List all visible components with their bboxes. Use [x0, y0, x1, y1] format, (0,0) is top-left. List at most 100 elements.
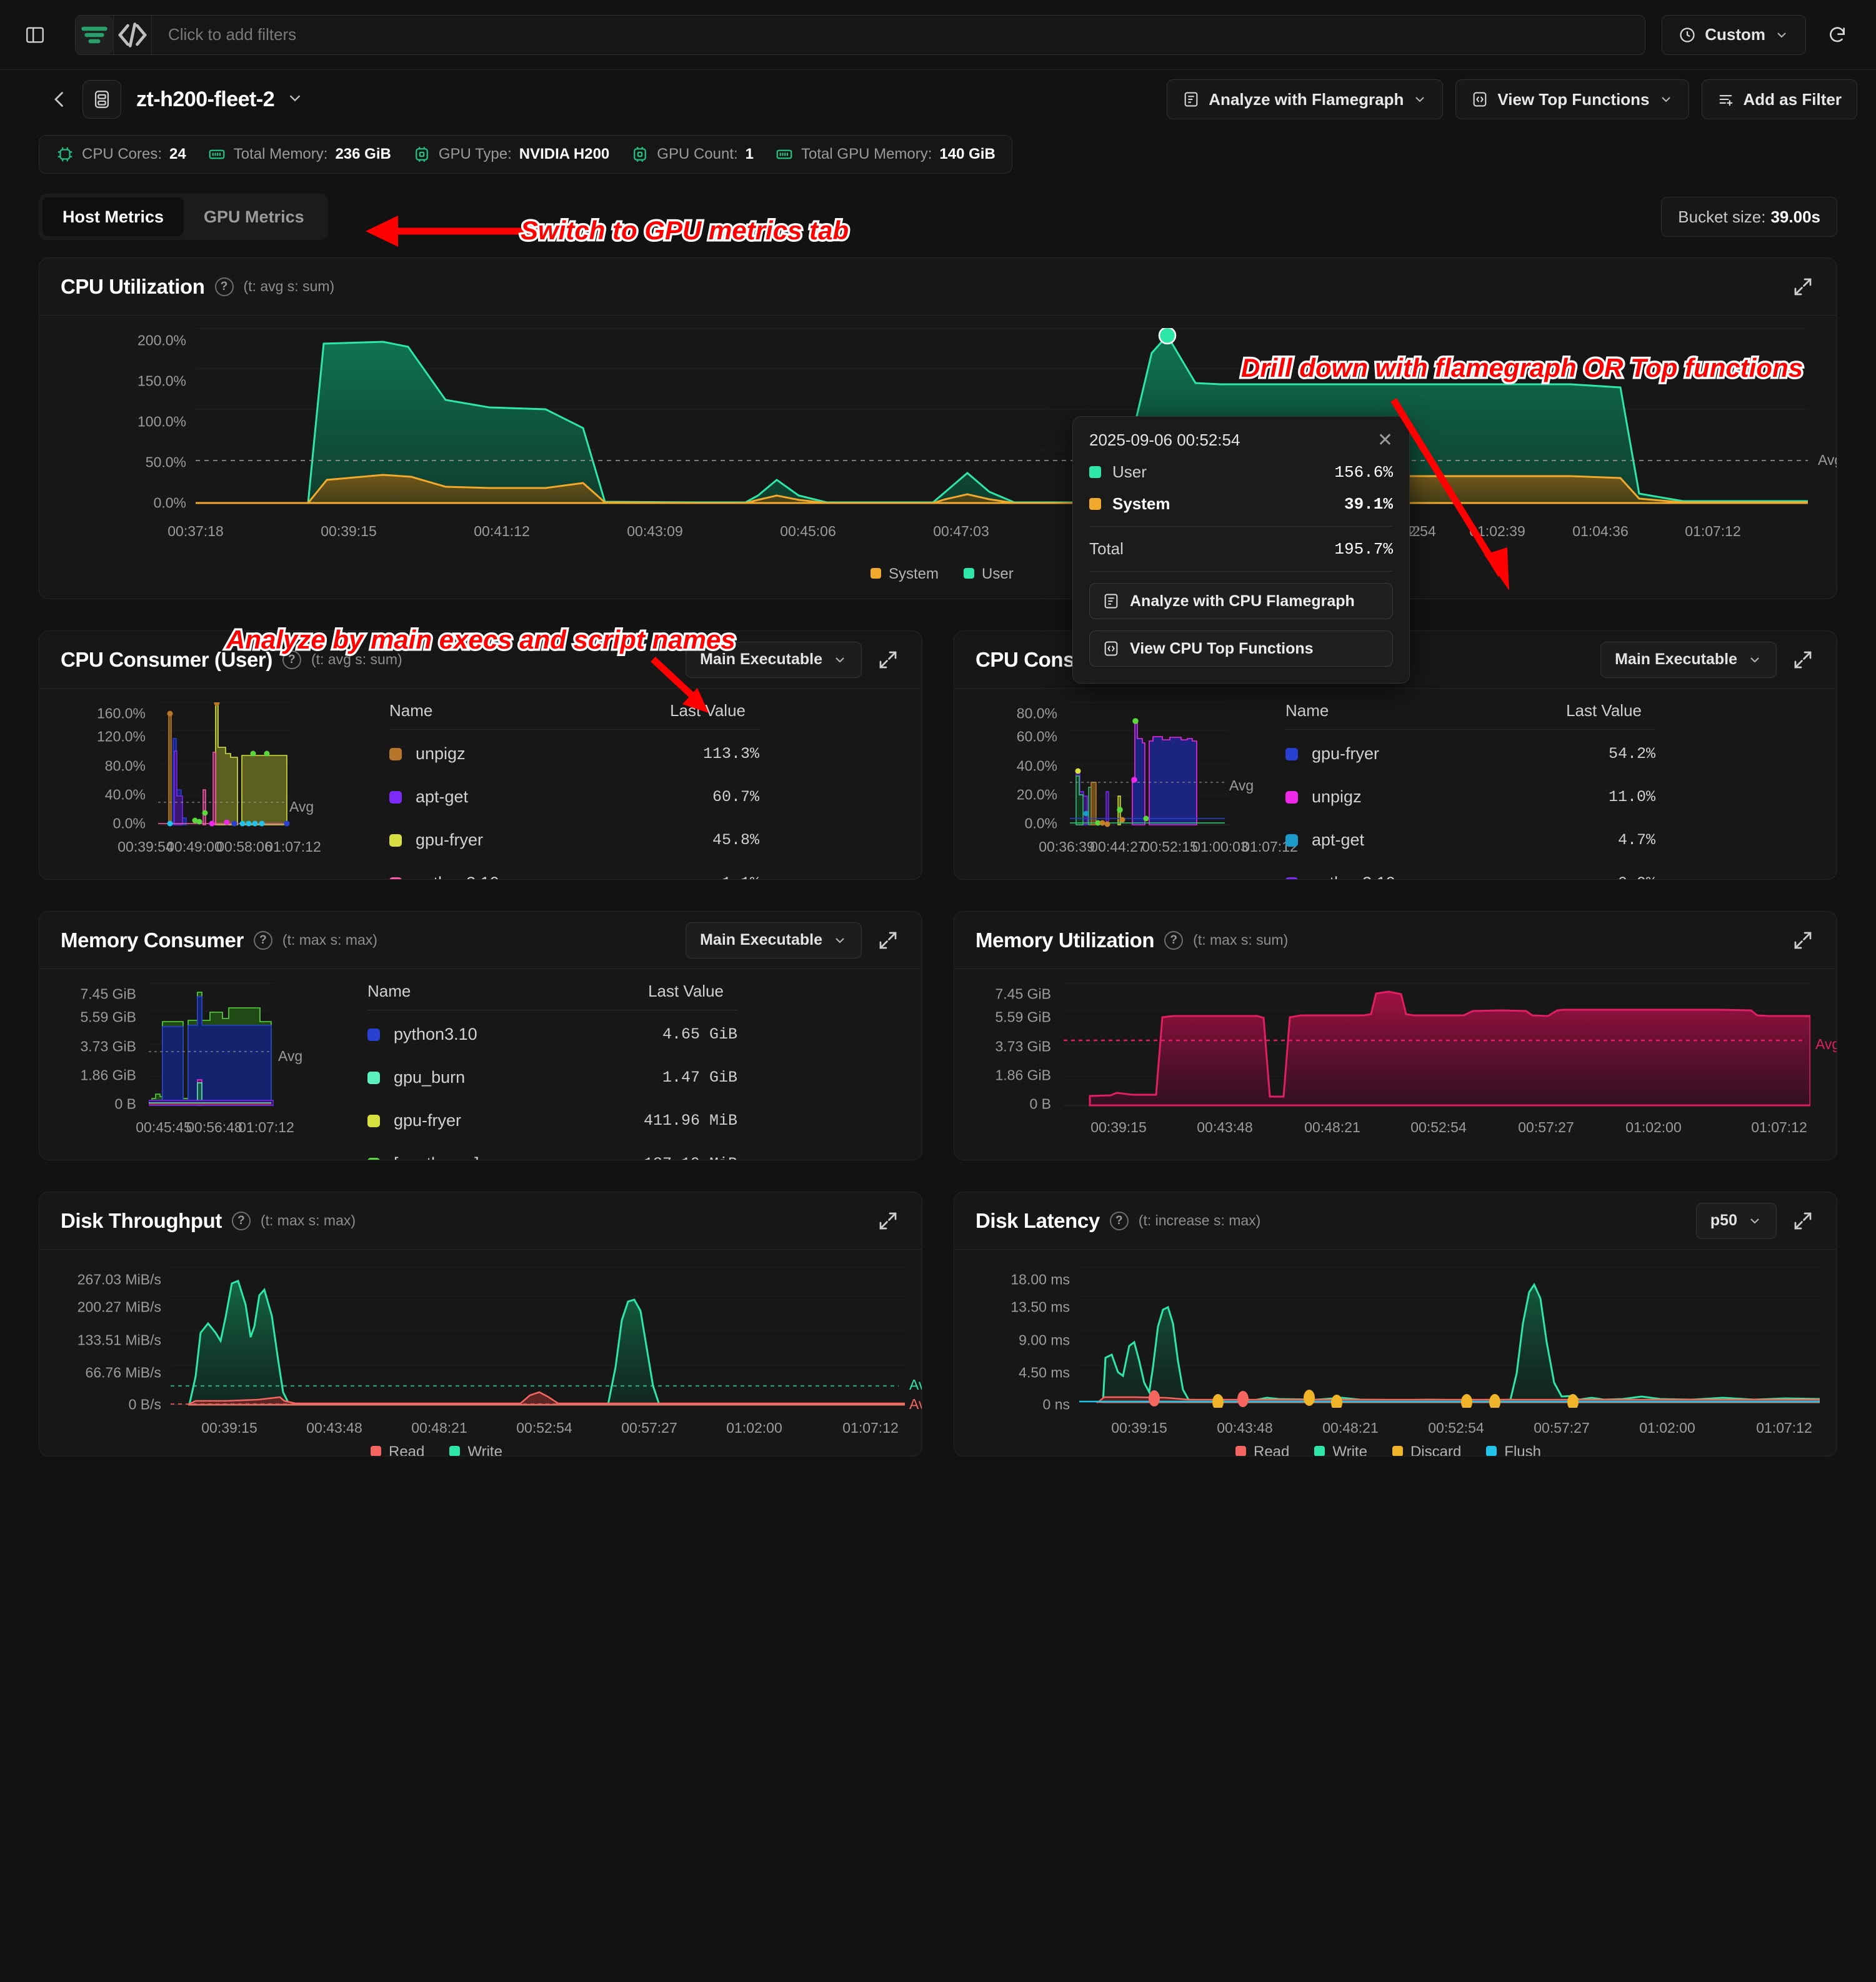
- panel-body: 80.0% 60.0% 40.0% 20.0% 0.0%: [954, 689, 1837, 879]
- disk-latency-plot: [1079, 1267, 1820, 1408]
- add-as-filter-button[interactable]: Add as Filter: [1701, 79, 1857, 119]
- y-tick: 50.0%: [145, 454, 186, 471]
- refresh-button[interactable]: [1817, 15, 1857, 55]
- percentile-selector[interactable]: p50: [1695, 1202, 1777, 1239]
- table-row[interactable]: gpu-fryer 54.2%: [1285, 735, 1655, 773]
- expand-button[interactable]: [1790, 647, 1815, 672]
- legend-label: Write: [1332, 1443, 1367, 1457]
- x-tick: 01:04:36: [1572, 523, 1629, 539]
- series-value: 0.9%: [1505, 874, 1655, 879]
- help-circle-icon[interactable]: ?: [282, 650, 301, 669]
- series-value: 187.19 MiB: [587, 1155, 737, 1160]
- table-row[interactable]: gpu-fryer 411.96 MiB: [367, 1102, 737, 1140]
- table-row[interactable]: gpu-fryer 45.8%: [389, 821, 759, 859]
- tab-host-metrics[interactable]: Host Metrics: [42, 197, 184, 236]
- legend-item-read[interactable]: Read: [1235, 1443, 1289, 1456]
- expand-button[interactable]: [876, 928, 901, 953]
- help-circle-icon[interactable]: ?: [1164, 930, 1184, 950]
- time-range-button[interactable]: Custom: [1662, 14, 1806, 55]
- sysinfo-total-gpu-memory: Total GPU Memory: 140 GiB: [775, 145, 995, 164]
- help-circle-icon[interactable]: ?: [253, 930, 272, 950]
- panel-memory-consumer: Memory Consumer ? (t: max s: max) Main E…: [39, 911, 922, 1160]
- sidebar-toggle-button[interactable]: [19, 19, 51, 51]
- expand-button[interactable]: [1790, 1208, 1815, 1233]
- query-code-button[interactable]: [114, 16, 151, 54]
- tab-gpu-metrics[interactable]: GPU Metrics: [204, 207, 304, 226]
- expand-icon: [1794, 278, 1812, 295]
- view-top-functions-button[interactable]: View Top Functions: [1455, 79, 1689, 119]
- table-row[interactable]: apt-get 60.7%: [389, 778, 759, 816]
- y-tick: 13.50 ms: [1010, 1298, 1070, 1315]
- label: GPU Type:: [438, 146, 512, 162]
- cpu-consumer-system-plot: [1070, 702, 1229, 827]
- back-button[interactable]: [45, 88, 74, 111]
- chart-legend: System User: [871, 565, 1014, 583]
- expand-button[interactable]: [1790, 274, 1815, 299]
- x-tick: 01:02:00: [726, 1420, 782, 1436]
- filter-input-placeholder[interactable]: Click to add filters: [168, 25, 297, 44]
- host-selector-caret[interactable]: [286, 89, 304, 111]
- tooltip-series-label: User: [1112, 462, 1147, 481]
- panel-cpu-consumer-user: CPU Consumer (User) ? (t: avg s: sum) Ma…: [39, 630, 922, 880]
- y-axis-labels: 200.0% 150.0% 100.0% 50.0% 0.0%: [58, 316, 186, 599]
- filter-mode-button[interactable]: [76, 15, 113, 54]
- table-row[interactable]: unpigz 113.3%: [389, 735, 759, 773]
- bucket-size-badge: Bucket size: 39.00s: [1661, 197, 1837, 237]
- table-row[interactable]: unpigz 11.0%: [1285, 778, 1655, 816]
- analyze-with-cpu-flamegraph-button[interactable]: Analyze with CPU Flamegraph: [1089, 583, 1393, 619]
- divider: [151, 15, 152, 54]
- analyze-with-flamegraph-button[interactable]: Analyze with Flamegraph: [1167, 79, 1444, 119]
- y-axis-labels: 18.00 ms 13.50 ms 9.00 ms 4.50 ms 0 ns: [954, 1250, 1070, 1456]
- panel-title: Disk Throughput: [61, 1208, 222, 1232]
- table-row[interactable]: python3.10 4.65 GiB: [367, 1015, 737, 1053]
- group-by-selector[interactable]: Main Executable: [686, 641, 862, 678]
- memory-consumer-plot: [149, 983, 274, 1106]
- selector-label: Main Executable: [1615, 650, 1737, 668]
- panel-body: 160.0% 120.0% 80.0% 40.0% 0.0%: [39, 689, 922, 879]
- refresh-icon: [1830, 26, 1845, 42]
- group-by-selector[interactable]: Main Executable: [1600, 641, 1777, 678]
- x-tick: 00:43:48: [1217, 1420, 1273, 1436]
- x-tick: 00:52:54: [1428, 1420, 1484, 1436]
- table-row[interactable]: gpu_burn 1.47 GiB: [367, 1058, 737, 1097]
- legend-item-read[interactable]: Read: [371, 1443, 424, 1456]
- expand-button[interactable]: [1790, 928, 1815, 953]
- series-table: Name Last Value unpigz 113.3% apt-get 60.7…: [389, 701, 759, 879]
- table-row[interactable]: [__other__]187.19 MiB: [367, 1145, 737, 1160]
- divider: [1089, 526, 1393, 527]
- gpu-chip-icon: [634, 147, 647, 162]
- table-row[interactable]: python3.101.1%: [389, 864, 759, 879]
- expand-button[interactable]: [876, 647, 901, 672]
- table-header: Name Last Value: [1285, 701, 1655, 730]
- view-cpu-top-functions-button[interactable]: View CPU Top Functions: [1089, 630, 1393, 667]
- series-name: gpu-fryer: [394, 1111, 462, 1130]
- legend-item-user[interactable]: User: [964, 565, 1014, 583]
- help-circle-icon[interactable]: ?: [1109, 1211, 1129, 1230]
- x-tick: 00:39:15: [1111, 1420, 1167, 1436]
- help-circle-icon[interactable]: ?: [231, 1211, 251, 1230]
- tooltip-row-system: System 39.1%: [1089, 494, 1393, 514]
- help-circle-icon[interactable]: ?: [214, 277, 234, 296]
- legend-item-system[interactable]: System: [871, 565, 939, 583]
- group-by-selector[interactable]: Main Executable: [686, 922, 862, 959]
- series-value: 45.8%: [712, 831, 759, 849]
- table-row[interactable]: apt-get 4.7%: [1285, 821, 1655, 859]
- legend-item-discard[interactable]: Discard: [1392, 1443, 1461, 1456]
- table-row[interactable]: python3.100.9%: [1285, 864, 1655, 879]
- expand-button[interactable]: [876, 1208, 901, 1233]
- value: NVIDIA H200: [519, 146, 610, 162]
- flamegraph-icon: [1184, 92, 1198, 107]
- filter-bar[interactable]: Click to add filters: [75, 14, 1646, 55]
- legend-item-write[interactable]: Write: [449, 1443, 502, 1456]
- legend-label: Flush: [1504, 1443, 1541, 1457]
- value: 1: [745, 146, 754, 162]
- panel-disk-throughput: Disk Throughput ? (t: max s: max) 267.03…: [39, 1192, 922, 1457]
- legend-item-flush[interactable]: Flush: [1486, 1443, 1541, 1457]
- panel-title: CPU Utilization: [61, 274, 205, 298]
- legend-item-write[interactable]: Write: [1314, 1443, 1367, 1457]
- annotation-arrow-2: [1390, 398, 1509, 590]
- x-tick: 00:39:15: [321, 523, 377, 539]
- series-value: 113.3%: [702, 745, 759, 763]
- selector-label: p50: [1710, 1212, 1737, 1229]
- close-icon[interactable]: ✕: [1377, 429, 1393, 451]
